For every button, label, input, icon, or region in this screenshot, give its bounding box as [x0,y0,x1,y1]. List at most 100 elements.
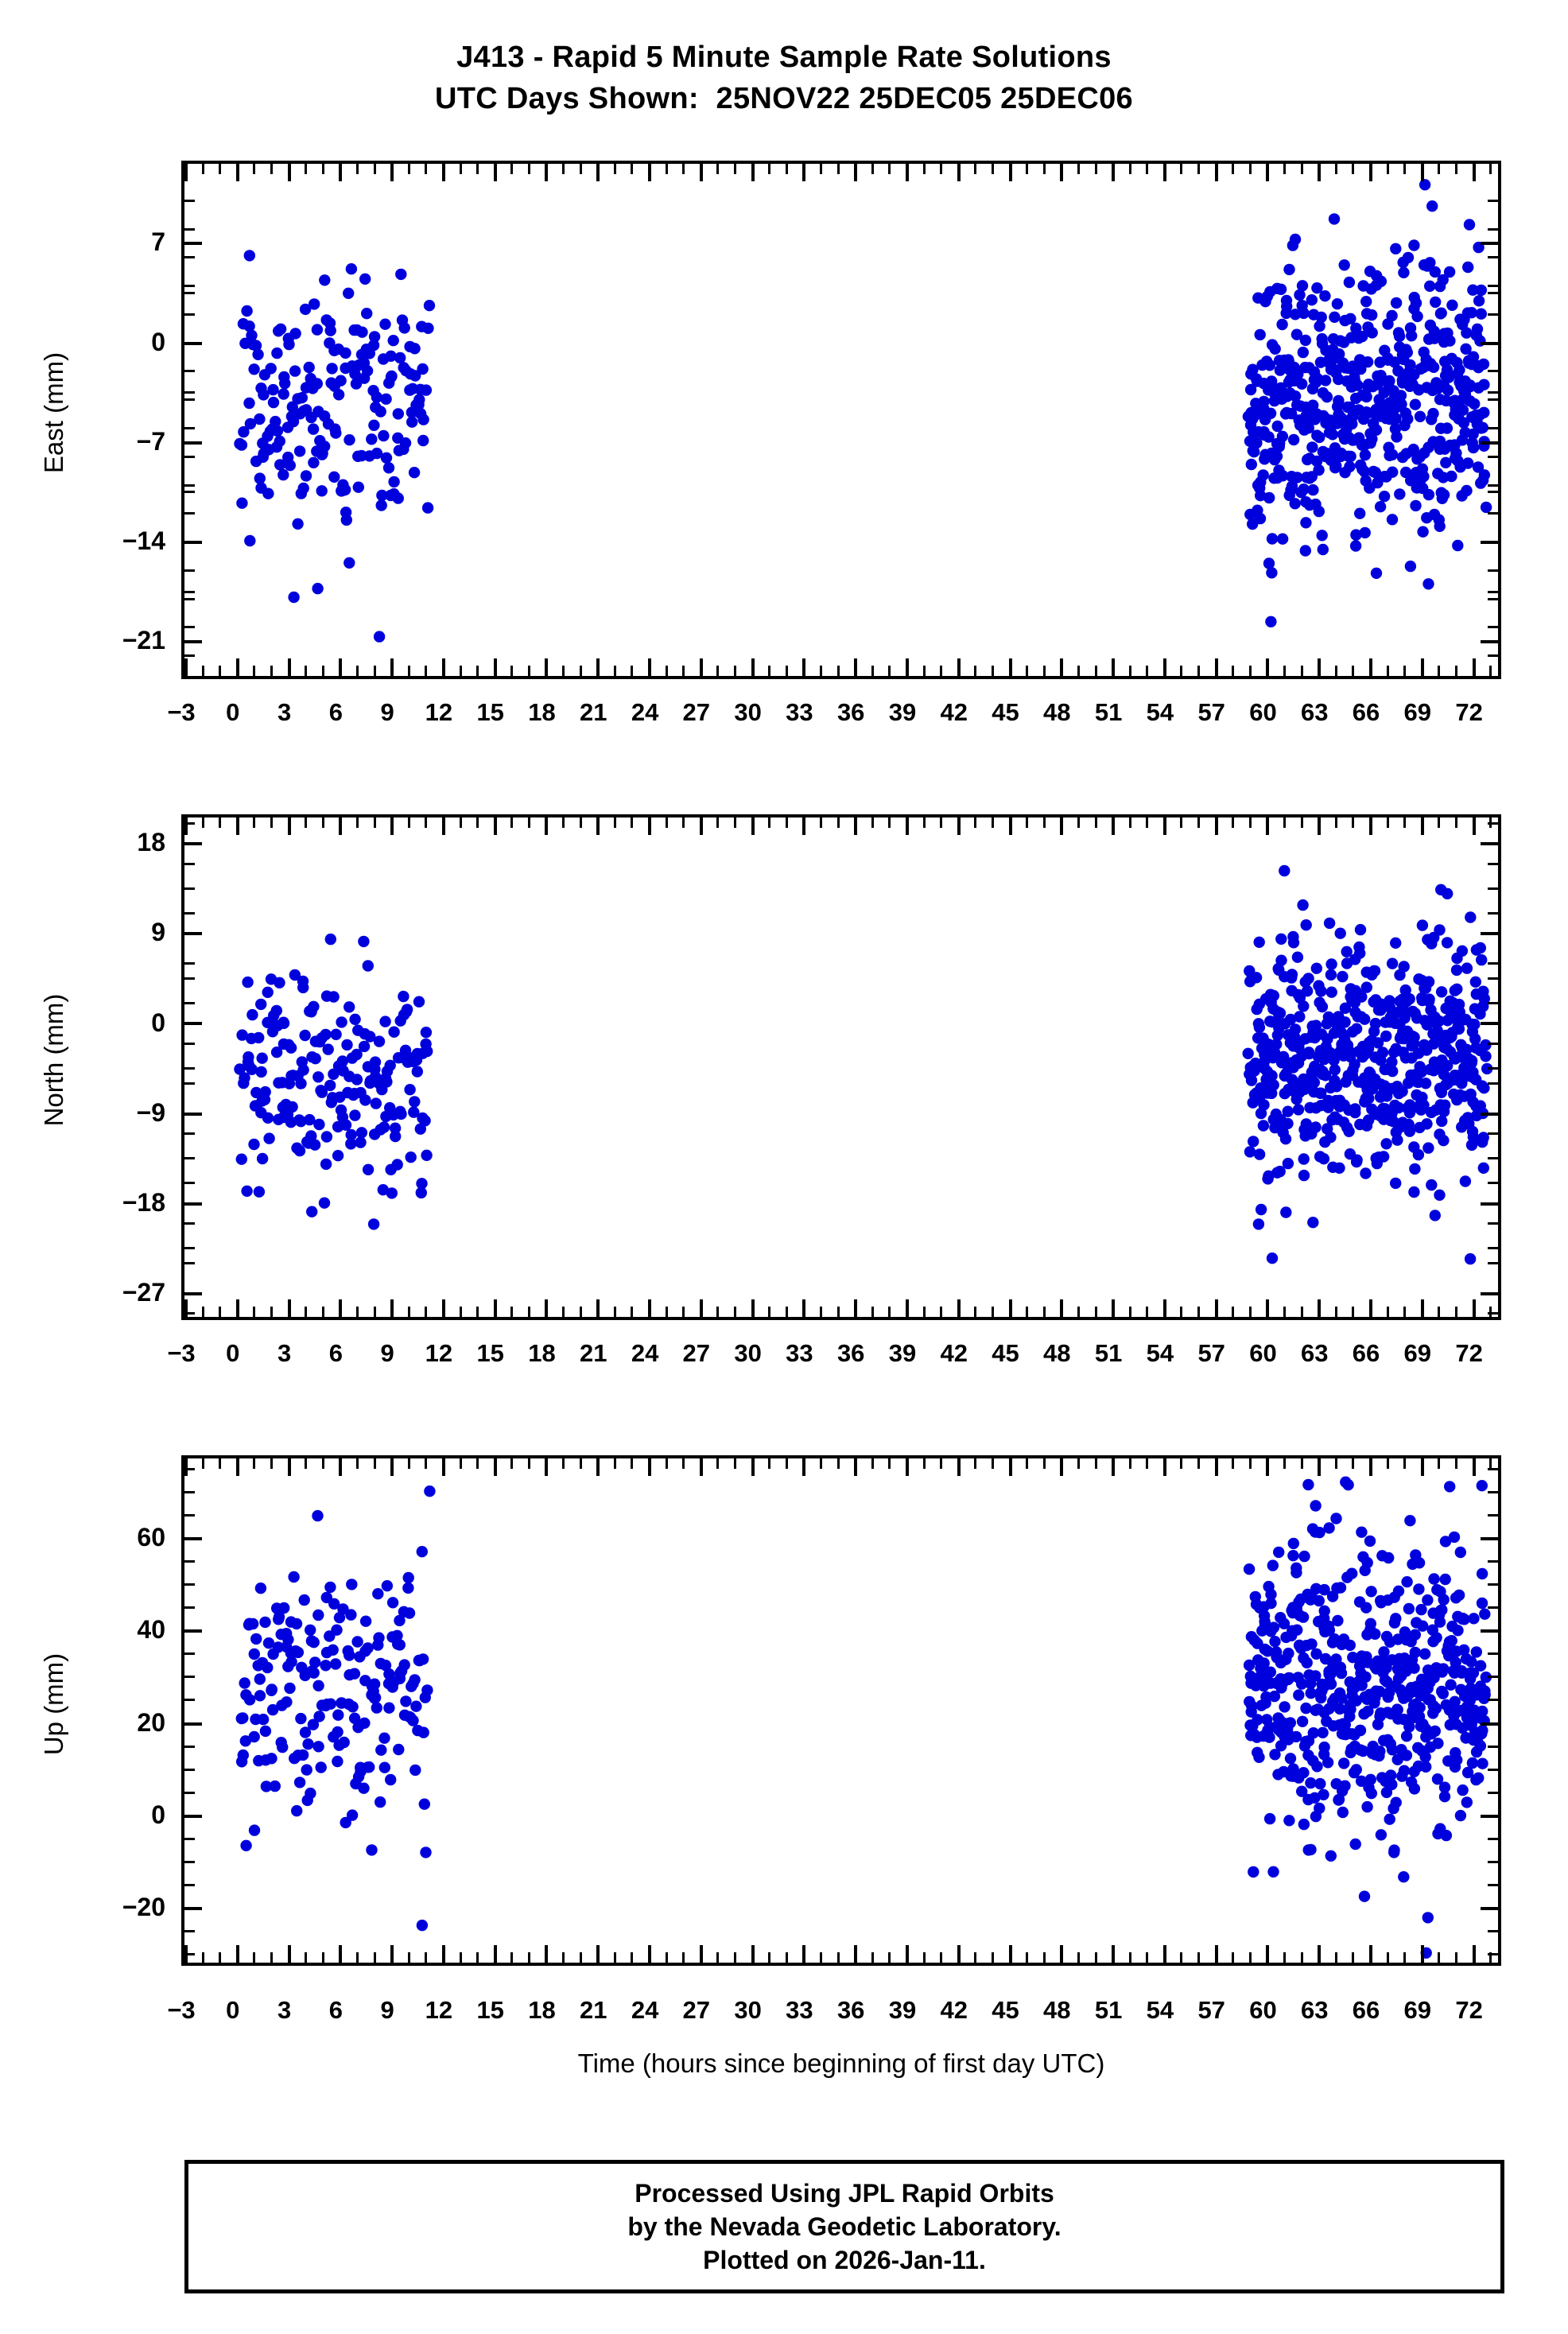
scatter-plot-east [184,164,1498,676]
y-tick-labels-north: 18 9 0 −9 −18 −27 [48,814,165,1320]
x-tick-label: 0 [226,1339,240,1367]
x-tick-label: 18 [528,698,556,726]
x-tick-label: 18 [528,1996,556,2024]
x-tick-label: 60 [1249,698,1277,726]
y-tick-label: −21 [122,626,165,655]
x-tick-label: 54 [1146,1996,1174,2024]
x-tick-label: 60 [1249,1339,1277,1367]
y-tick-label: 0 [151,1800,165,1829]
footer-credit-box: Processed Using JPL Rapid Orbits by the … [184,2160,1504,2293]
footer-line-3: Plotted on 2026-Jan-11. [703,2246,986,2274]
x-tick-label: 39 [888,1996,917,2024]
y-tick-label: 0 [151,327,165,356]
x-tick-label: 36 [836,698,865,726]
x-tick-label: 36 [836,1339,865,1367]
y-tick-label: 20 [137,1707,165,1737]
x-tick-label: 15 [476,1996,504,2024]
x-axis-title: Time (hours since beginning of first day… [577,2049,1105,2078]
x-tick-label: 36 [836,1996,865,2024]
x-tick-label: 18 [528,1339,556,1367]
x-tick-label: 54 [1146,1339,1174,1367]
y-tick-labels-up: 60 40 20 0 −20 [48,1455,165,1966]
x-tick-label: 51 [1094,1996,1123,2024]
x-tick-label: 54 [1146,698,1174,726]
x-tick-label: 45 [992,698,1019,726]
y-tick-label: 9 [151,918,165,947]
x-tick-label: 6 [328,1996,343,2024]
y-axis-title-up: Up (mm) [39,1652,68,1756]
x-tick-label: 42 [940,698,968,726]
x-tick-label: 24 [631,1339,659,1367]
x-tick-label: −3 [167,1996,196,2024]
plot-panel-north [181,814,1501,1320]
x-tick-label: 24 [631,1996,659,2024]
x-tick-label: 42 [940,1996,968,2024]
x-tick-label: 60 [1249,1996,1277,2024]
x-tick-label: 66 [1352,698,1380,726]
plot-panel-east [181,161,1501,679]
x-tick-label: 27 [682,1996,711,2024]
x-tick-label: 12 [425,698,453,726]
x-tick-label: 51 [1094,698,1123,726]
x-tick-label: 48 [1043,1996,1071,2024]
x-tick-label: 15 [476,1339,504,1367]
x-tick-label: 9 [380,1339,394,1367]
y-tick-label: 7 [151,227,165,257]
x-tick-labels-up: −3 0 3 6 9 12 15 18 21 24 27 30 33 36 39 42 45 48 51 54 57 60… [167,1996,1501,2028]
footer-line-1: Processed Using JPL Rapid Orbits [635,2179,1054,2208]
x-tick-label: 57 [1197,1339,1225,1367]
x-tick-label: 9 [380,698,394,726]
scatter-plot-up [184,1458,1498,1963]
x-tick-label: 33 [786,1339,813,1367]
x-tick-label: 45 [992,1339,1019,1367]
y-tick-label: −18 [122,1187,165,1217]
x-tick-label: 21 [580,698,607,726]
x-tick-label: 66 [1352,1996,1380,2024]
y-tick-label: 18 [137,828,165,857]
scatter-plot-north [184,817,1498,1317]
x-tick-label: 45 [992,1996,1019,2024]
x-tick-label: 69 [1403,1996,1432,2024]
x-tick-label: 63 [1301,1339,1329,1367]
y-tick-label: −9 [136,1097,165,1127]
y-tick-label: −14 [122,526,165,556]
plot-panel-up [181,1455,1501,1966]
x-tick-label: 39 [888,698,917,726]
y-tick-label: −27 [122,1277,165,1307]
chart-title-line-1: J413 - Rapid 5 Minute Sample Rate Soluti… [456,41,1112,74]
y-axis-title-east: East (mm) [39,351,68,474]
x-tick-label: 72 [1455,1996,1483,2024]
x-tick-label: 30 [734,698,762,726]
x-tick-label: 33 [786,1996,813,2024]
x-tick-label: 66 [1352,1339,1380,1367]
x-tick-label: 42 [940,1339,968,1367]
x-tick-label: 27 [682,1339,711,1367]
x-tick-label: 3 [277,1996,292,2024]
x-tick-label: −3 [167,1339,196,1367]
x-tick-label: 6 [328,1339,343,1367]
x-tick-label: 24 [631,698,659,726]
y-tick-label: 60 [137,1522,165,1551]
y-tick-label: 0 [151,1008,165,1037]
x-tick-label: 15 [476,698,504,726]
x-tick-label: 21 [580,1996,607,2024]
x-tick-label: 0 [226,1996,240,2024]
x-tick-label: 72 [1455,698,1483,726]
x-tick-label: 63 [1301,1996,1329,2024]
x-tick-label: 30 [734,1996,762,2024]
x-tick-label: 6 [328,698,343,726]
x-tick-label: 30 [734,1339,762,1367]
x-tick-label: 39 [888,1339,917,1367]
x-tick-label: 48 [1043,1339,1071,1367]
y-tick-label: −7 [136,426,165,456]
x-tick-label: 33 [786,698,813,726]
x-tick-label: −3 [167,698,196,726]
x-tick-label: 57 [1197,1996,1225,2024]
x-tick-label: 12 [425,1339,453,1367]
footer-line-2: by the Nevada Geodetic Laboratory. [627,2212,1062,2241]
x-tick-label: 21 [580,1339,607,1367]
x-tick-label: 72 [1455,1339,1483,1367]
x-tick-label: 3 [277,698,292,726]
x-tick-label: 48 [1043,698,1071,726]
x-tick-labels-north: −3 0 3 6 9 12 15 18 21 24 27 30 33 36 39 42 45 48 51 54 57 60… [167,1339,1501,1371]
